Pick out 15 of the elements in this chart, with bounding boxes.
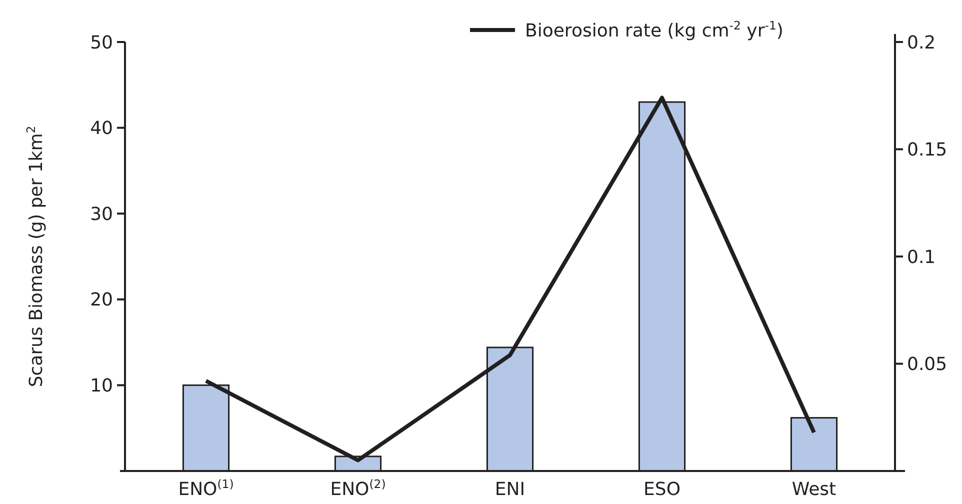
y-tick-label: 40 bbox=[90, 118, 113, 140]
y2-tick-label: 0.15 bbox=[907, 140, 948, 161]
y-tick-label: 50 bbox=[90, 32, 113, 54]
y-tick-label: 30 bbox=[90, 204, 113, 225]
x-tick-label: ENI bbox=[494, 479, 526, 500]
x-tick-label: ENO$^{(2)}$ bbox=[330, 477, 386, 500]
x-tick-label: ENO$^{(1)}$ bbox=[178, 477, 234, 500]
x-tick-label: ESO bbox=[644, 479, 680, 500]
y2-tick-label: 0.05 bbox=[907, 354, 948, 376]
y-tick-label: 10 bbox=[90, 376, 113, 396]
x-tick-label: West bbox=[792, 479, 836, 500]
y2-tick-label: 0.1 bbox=[907, 246, 936, 268]
y-tick-label: 20 bbox=[90, 290, 113, 311]
y2-tick-label: 0.2 bbox=[907, 32, 936, 54]
legend-label: Bioerosion rate (kg cm$^{-2}$ yr$^{-1}$) bbox=[525, 18, 784, 42]
